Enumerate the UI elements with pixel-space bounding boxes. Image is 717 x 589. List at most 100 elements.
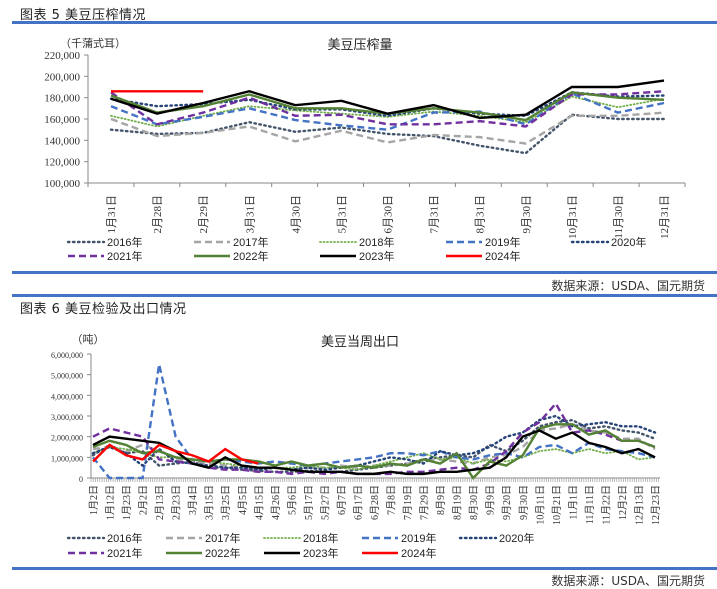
y-axis-unit: （吨） — [72, 333, 105, 346]
legend-label: 2019年 — [485, 235, 520, 249]
x-tick-label: 10月11日 — [534, 485, 546, 525]
series-line-2020 — [91, 414, 657, 471]
legend-label: 2024年 — [401, 546, 436, 560]
legend-label: 2016年 — [107, 235, 142, 249]
series-line-2021 — [110, 90, 665, 128]
y-tick-label: 140,000 — [44, 135, 80, 147]
x-tick-label: 2月23日 — [171, 485, 183, 520]
x-tick-label: 1月31日 — [106, 195, 118, 234]
x-tick-label: 1月12日 — [105, 485, 117, 520]
x-tick-label: 11月11日 — [584, 485, 596, 524]
y-tick-label: 220,000 — [44, 50, 80, 62]
chart-title: 美豆当周出口 — [321, 335, 399, 350]
x-tick-label: 6月28日 — [369, 485, 381, 520]
x-tick-label: 12月31日 — [659, 195, 671, 239]
legend-item-2022: 2022年 — [194, 249, 268, 263]
x-tick-label: 8月31日 — [475, 195, 487, 234]
x-tick-label: 4月30日 — [290, 195, 302, 234]
soybean-export-chart: 美豆当周出口 （吨） 0 1,000,000 2,000,000 3,000,000 4,0… — [51, 333, 662, 560]
x-tick-label: 7月19日 — [402, 485, 414, 520]
legend-label: 2018年 — [359, 235, 394, 249]
figure5-source-rule — [12, 294, 717, 297]
series-line-2018 — [110, 95, 665, 128]
x-tick-label: 6月7日 — [336, 485, 348, 515]
x-tick-label: 8月19日 — [452, 485, 464, 520]
figure5-top-rule — [12, 21, 717, 24]
x-tick-label: 12月23日 — [650, 485, 662, 525]
legend-label: 2022年 — [233, 249, 268, 263]
y-tick-label: 100,000 — [44, 178, 80, 190]
x-tick-label: 1月2日 — [88, 485, 100, 515]
x-tick-label: 3月15日 — [204, 485, 216, 520]
legend-label: 2018年 — [303, 531, 338, 545]
legend-item-2016: 2016年 — [66, 531, 142, 545]
series-line-2016 — [109, 113, 666, 155]
x-tick-label: 12月13日 — [633, 485, 645, 525]
figure5-source: 数据来源：USDA、国元期货 — [551, 279, 705, 293]
legend-item-2016: 2016年 — [66, 235, 142, 249]
x-tick-label: 5月6日 — [286, 485, 298, 515]
y-tick-label: 2,000,000 — [51, 434, 83, 443]
x-tick-label: 9月9日 — [485, 485, 497, 515]
series-line-2019 — [110, 92, 665, 131]
figure6-bottom-rule — [12, 567, 717, 570]
x-tick-label: 8月30日 — [468, 485, 480, 520]
x-tick-label: 6月17日 — [352, 485, 364, 520]
y-tick-label: 120,000 — [44, 157, 80, 169]
legend-item-2020: 2020年 — [570, 235, 646, 249]
y-tick-label: 5,000,000 — [51, 372, 83, 381]
legend-label: 2016年 — [107, 531, 142, 545]
x-tick-label: 3月4日 — [187, 485, 199, 515]
legend-item-2024: 2024年 — [446, 249, 520, 263]
legend-item-2022: 2022年 — [166, 546, 240, 560]
x-tick-label: 5月27日 — [319, 485, 331, 520]
legend-label: 2019年 — [401, 531, 436, 545]
series-line-2019 — [92, 364, 656, 480]
x-tick-label: 4月5日 — [237, 485, 249, 515]
x-tick-label: 11月22日 — [600, 485, 612, 525]
x-tick-label: 10月21日 — [551, 485, 563, 525]
legend-label: 2023年 — [303, 546, 338, 560]
x-tick-label: 4月15日 — [253, 485, 265, 520]
series-line-2023 — [92, 429, 656, 476]
y-tick-label: 0 — [79, 475, 83, 484]
legend-item-2023: 2023年 — [320, 249, 394, 263]
legend-item-2018: 2018年 — [319, 235, 394, 249]
legend-item-2020: 2020年 — [458, 531, 534, 545]
x-tick-label: 3月25日 — [220, 485, 232, 520]
x-tick-label: 5月17日 — [303, 485, 315, 520]
y-tick-label: 3,000,000 — [51, 413, 83, 422]
legend-label: 2021年 — [107, 249, 142, 263]
y-tick-label: 200,000 — [44, 71, 80, 83]
figure6-source: 数据来源：USDA、国元期货 — [551, 574, 705, 588]
series-line-2024 — [92, 443, 259, 465]
y-tick-label: 4,000,000 — [51, 392, 83, 401]
y-tick-label: 160,000 — [44, 114, 80, 126]
x-tick-label: 7月31日 — [429, 195, 441, 234]
y-tick-label: 180,000 — [44, 93, 80, 105]
y-tick-label: 1,000,000 — [51, 454, 83, 463]
legend-label: 2020年 — [611, 235, 646, 249]
soybean-crush-chart: 美豆压榨量 （千蒲式耳） 100,000 120,000 140,000 160,000 1… — [44, 36, 686, 263]
x-tick-label: 2月13日 — [154, 485, 166, 520]
legend-label: 2020年 — [499, 531, 534, 545]
x-tick-label: 7月29日 — [419, 485, 431, 520]
x-tick-label: 2月29日 — [198, 195, 210, 234]
legend-label: 2017年 — [233, 235, 268, 249]
series-line-2023 — [110, 79, 665, 120]
x-tick-label: 12月2日 — [617, 485, 629, 520]
legend-item-2018: 2018年 — [263, 531, 338, 545]
figure5-bottom-rule — [12, 271, 717, 274]
legend-item-2024: 2024年 — [362, 546, 436, 560]
legend-label: 2024年 — [485, 249, 520, 263]
x-tick-label: 5月31日 — [336, 195, 348, 234]
x-tick-label: 9月20日 — [501, 485, 513, 520]
legend-label: 2022年 — [205, 546, 240, 560]
x-tick-label: 7月8日 — [386, 485, 398, 515]
chart-title: 美豆压榨量 — [327, 37, 392, 53]
legend-label: 2017年 — [205, 531, 240, 545]
legend-item-2017: 2017年 — [166, 531, 240, 545]
y-tick-label: 6,000,000 — [51, 351, 83, 360]
x-tick-label: 11月1日 — [567, 485, 579, 520]
legend-item-2023: 2023年 — [264, 546, 338, 560]
